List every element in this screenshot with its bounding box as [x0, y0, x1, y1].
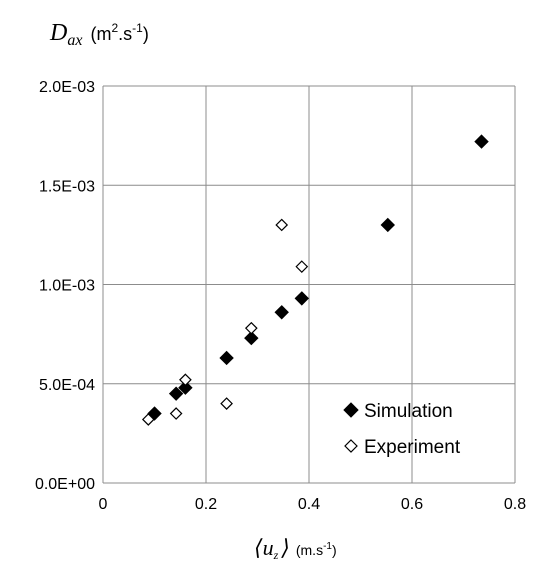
y-axis-symbol: D [49, 20, 67, 46]
x-axis-close: ⟩ [280, 535, 290, 560]
x-tick-label: 0.6 [401, 496, 423, 513]
simulation-point [274, 305, 289, 320]
simulation-point [294, 291, 309, 306]
simulation-point [244, 330, 259, 346]
y-axis-units-sup1: 2 [111, 21, 118, 35]
legend-label-experiment: Experiment [364, 437, 461, 458]
legend-marker-experiment [344, 439, 358, 453]
x-axis-units-prefix: (m.s [296, 542, 323, 558]
experiment-point [220, 397, 233, 410]
x-axis-title: ⟨uz ⟩ (m.s-1) [254, 535, 337, 562]
x-tick-label: 0.8 [504, 496, 526, 513]
y-axis-units-prefix: (m [90, 24, 111, 44]
y-tick-label: 1.5E-03 [39, 178, 95, 195]
y-axis-units-mid: .s [118, 24, 132, 44]
y-tick-label: 1.0E-03 [39, 278, 95, 295]
y-tick-label: 5.0E-04 [39, 377, 95, 394]
simulation-point [178, 380, 193, 395]
data-points [141, 134, 489, 426]
y-axis-units-sup2: -1 [132, 21, 143, 35]
y-axis-subscript: ax [67, 32, 82, 49]
x-axis-symbol: ⟨u [254, 535, 274, 560]
y-axis-title: Dax (m2.s-1) [49, 20, 149, 49]
x-tick-label: 0 [99, 496, 108, 513]
gridlines [103, 85, 516, 483]
simulation-point [380, 217, 396, 233]
y-axis-units-suffix: ) [143, 24, 149, 44]
axes [102, 86, 515, 484]
experiment-point [141, 413, 155, 426]
legend: Simulation Experiment [343, 401, 461, 458]
simulation-point [168, 386, 184, 401]
x-tick-label: 0.4 [298, 496, 320, 513]
x-tick-labels: 0 0.2 0.4 0.6 0.8 [99, 496, 527, 513]
experiment-point [169, 407, 183, 420]
experiment-point [244, 321, 258, 335]
y-tick-labels: 0.0E+00 5.0E-04 1.0E-03 1.5E-03 2.0E-03 [35, 79, 95, 493]
experiment-point [275, 218, 289, 232]
x-axis-subscript: z [273, 548, 279, 562]
experiment-point [295, 260, 309, 273]
legend-item-experiment: Experiment [344, 437, 461, 458]
x-tick-label: 0.2 [195, 496, 217, 513]
y-tick-label: 0.0E+00 [35, 476, 95, 493]
simulation-point [219, 350, 234, 366]
x-axis-units-sup: -1 [323, 541, 332, 552]
legend-item-simulation: Simulation [343, 401, 453, 422]
legend-marker-simulation [343, 402, 359, 418]
experiment-point [179, 373, 192, 387]
x-axis-units-suffix: ) [332, 542, 337, 558]
simulation-point [474, 134, 489, 149]
legend-label-simulation: Simulation [364, 401, 453, 422]
y-tick-label: 2.0E-03 [39, 79, 95, 96]
